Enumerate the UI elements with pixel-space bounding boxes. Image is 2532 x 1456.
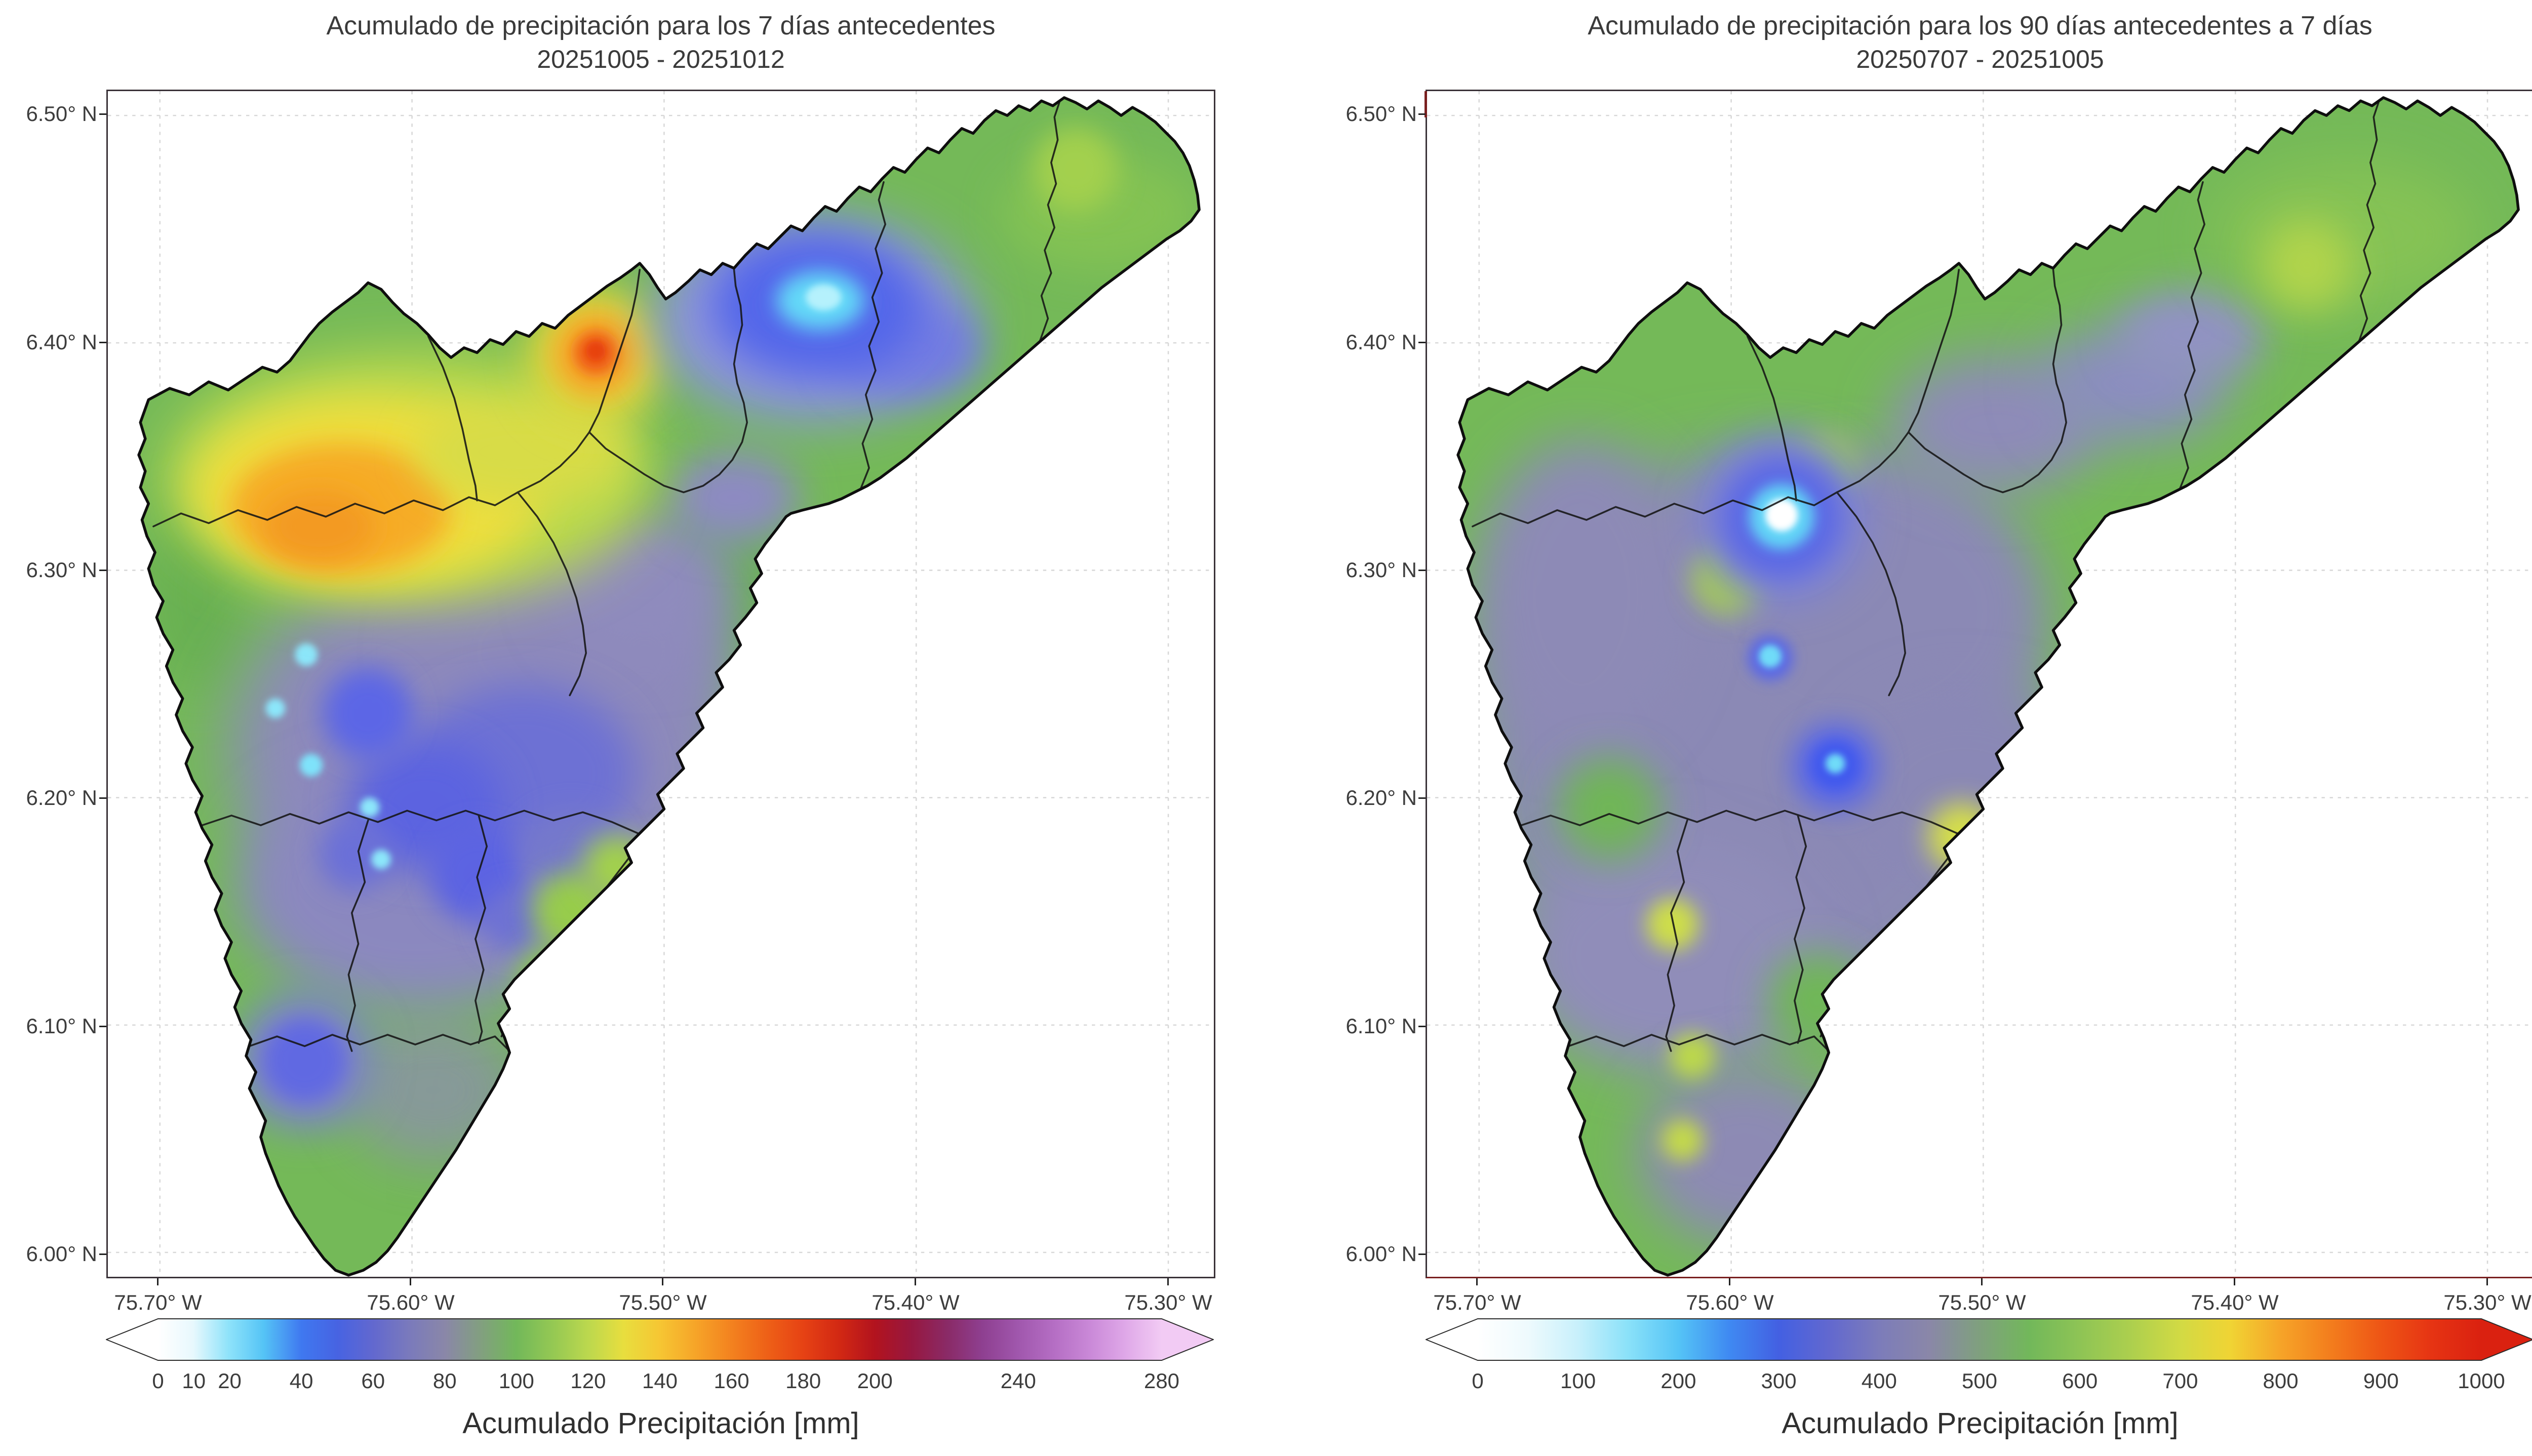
colorbar-tick-label: 800 [2263,1369,2299,1393]
colorbar-gradient-7days [106,1318,1214,1361]
colorbar-tick-label: 900 [2363,1369,2399,1393]
x-tick-label: 75.50° W [619,1290,707,1314]
subtitle-7days: 20251005 - 20251012 [537,45,785,73]
colorbar-tick-label: 40 [289,1369,313,1393]
y-tickmark [99,342,106,343]
x-tick-label: 75.60° W [367,1290,455,1314]
y-tickmark [1418,797,1426,799]
colorbar-ticks-7days: 0 10 20 40 60 80 100 120 140 160 180 200… [152,1369,1179,1394]
colorbar-tick-label: 400 [1861,1369,1897,1393]
y-tick-label: 6.00° N [1346,1242,1417,1266]
x-tickmark [662,1278,663,1285]
panel-title-7days: Acumulado de precipitación para los 7 dí… [106,9,1215,76]
x-tickmark [1476,1278,1478,1285]
y-tickmark [1418,1253,1426,1255]
y-tickmark [1418,113,1426,115]
colorbar-label-7days: Acumulado Precipitación [mm] [462,1407,859,1440]
y-tick-label: 6.10° N [26,1014,97,1038]
colorbar-tick-label: 1000 [2458,1369,2505,1393]
subtitle-90days: 20250707 - 20251005 [1856,45,2104,73]
colorbar-label-90days: Acumulado Precipitación [mm] [1782,1407,2179,1440]
colorbar-tick-label: 60 [361,1369,385,1393]
x-tickmark [915,1278,916,1285]
colorbar-tick-label: 10 [182,1369,206,1393]
x-tickmark [1729,1278,1730,1285]
colorbar-tick-label: 200 [857,1369,893,1393]
title-7days: Acumulado de precipitación para los 7 dí… [326,11,996,41]
colorbar-tick-label: 80 [432,1369,457,1393]
colorbar-ticks-90days: 0 100 200 300 400 500 600 700 800 900 10… [1472,1369,2505,1394]
y-tick-label: 6.40° N [26,330,97,354]
precip-field-7days [139,97,1200,1275]
colorbar-tick-label: 140 [642,1369,678,1393]
y-tickmark [1418,1026,1426,1027]
panel-title-90days: Acumulado de precipitación para los 90 d… [1426,9,2532,76]
x-tickmark [2234,1278,2235,1285]
colorbar-tick-label: 0 [1472,1369,1484,1393]
colorbar-tick-label: 120 [570,1369,606,1393]
precip-field-90days [1458,97,2519,1275]
x-tickmark [2486,1278,2488,1285]
x-tick-label: 75.40° W [872,1290,960,1314]
x-tick-label: 75.30° W [1124,1290,1212,1314]
x-tick-label: 75.60° W [1686,1290,1774,1314]
y-tickmark [99,113,106,115]
y-tick-label: 6.30° N [26,558,97,582]
y-tickmark [1418,342,1426,343]
colorbar-tick-label: 180 [785,1369,821,1393]
colorbar-gradient-90days [1426,1318,2532,1361]
x-tick-label: 75.50° W [1938,1290,2026,1314]
colorbar-tick-label: 100 [1560,1369,1596,1393]
x-tick-label: 75.30° W [2443,1290,2531,1314]
colorbar-tick-label: 240 [1000,1369,1036,1393]
y-tick-label: 6.50° N [26,102,97,126]
title-90days: Acumulado de precipitación para los 90 d… [1588,11,2372,41]
colorbar-bar [106,1318,1214,1361]
colorbar-7days [106,1318,1214,1361]
y-tick-label: 6.40° N [1346,330,1417,354]
colorbar-tick-label: 300 [1761,1369,1797,1393]
y-tick-label: 6.00° N [26,1242,97,1266]
x-tickmark [1167,1278,1169,1285]
y-tick-label: 6.50° N [1346,102,1417,126]
x-tick-label: 75.70° W [114,1290,202,1314]
y-tick-label: 6.20° N [26,786,97,810]
y-tickmark [99,797,106,799]
y-tickmark [1418,570,1426,571]
colorbar-bar [1426,1318,2532,1361]
x-tick-label: 75.70° W [1433,1290,1521,1314]
y-tickmark [99,1253,106,1255]
colorbar-tick-label: 20 [218,1369,242,1393]
y-tickmark [99,570,106,571]
map-plot-90days [1426,90,2532,1278]
spine-accent [1425,91,1427,117]
y-tickmark [99,1026,106,1027]
x-tickmark [1981,1278,1983,1285]
map-canvas-90days [1427,91,2532,1277]
x-tickmark [410,1278,411,1285]
y-tick-label: 6.30° N [1346,558,1417,582]
map-canvas-7days [108,91,1214,1277]
y-tick-label: 6.20° N [1346,786,1417,810]
x-tick-label: 75.40° W [2191,1290,2279,1314]
colorbar-tick-label: 280 [1143,1369,1180,1393]
map-plot-7days [106,90,1215,1278]
y-tick-label: 6.10° N [1346,1014,1417,1038]
colorbar-tick-label: 100 [498,1369,534,1393]
colorbar-tick-label: 0 [152,1369,164,1393]
colorbar-tick-label: 500 [1961,1369,1998,1393]
colorbar-tick-label: 160 [714,1369,749,1393]
x-tickmark [157,1278,159,1285]
colorbar-90days [1426,1318,2532,1361]
colorbar-tick-label: 200 [1660,1369,1696,1393]
colorbar-tick-label: 600 [2062,1369,2098,1393]
colorbar-tick-label: 700 [2162,1369,2198,1393]
